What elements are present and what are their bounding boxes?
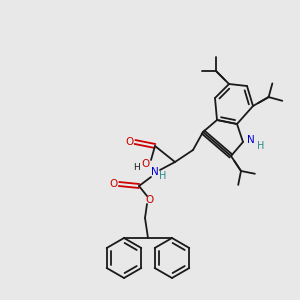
Text: O: O bbox=[141, 159, 149, 169]
Text: O: O bbox=[126, 137, 134, 147]
Text: H: H bbox=[257, 141, 265, 151]
Text: O: O bbox=[110, 179, 118, 189]
Text: N: N bbox=[247, 135, 255, 145]
Text: N: N bbox=[151, 167, 159, 177]
Text: O: O bbox=[145, 195, 153, 205]
Text: H: H bbox=[134, 164, 140, 172]
Text: H: H bbox=[159, 171, 167, 181]
